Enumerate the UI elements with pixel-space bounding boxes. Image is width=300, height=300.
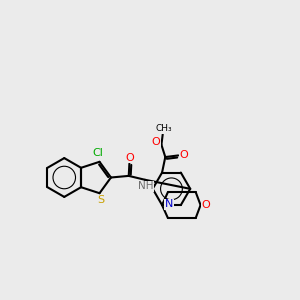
Text: CH₃: CH₃ xyxy=(155,124,172,134)
Text: Cl: Cl xyxy=(92,148,104,158)
Text: O: O xyxy=(125,153,134,163)
Text: O: O xyxy=(152,137,160,147)
Text: O: O xyxy=(179,150,188,160)
Text: NH: NH xyxy=(138,181,154,191)
Text: O: O xyxy=(201,200,210,210)
Text: S: S xyxy=(97,195,104,205)
Text: N: N xyxy=(165,200,173,209)
